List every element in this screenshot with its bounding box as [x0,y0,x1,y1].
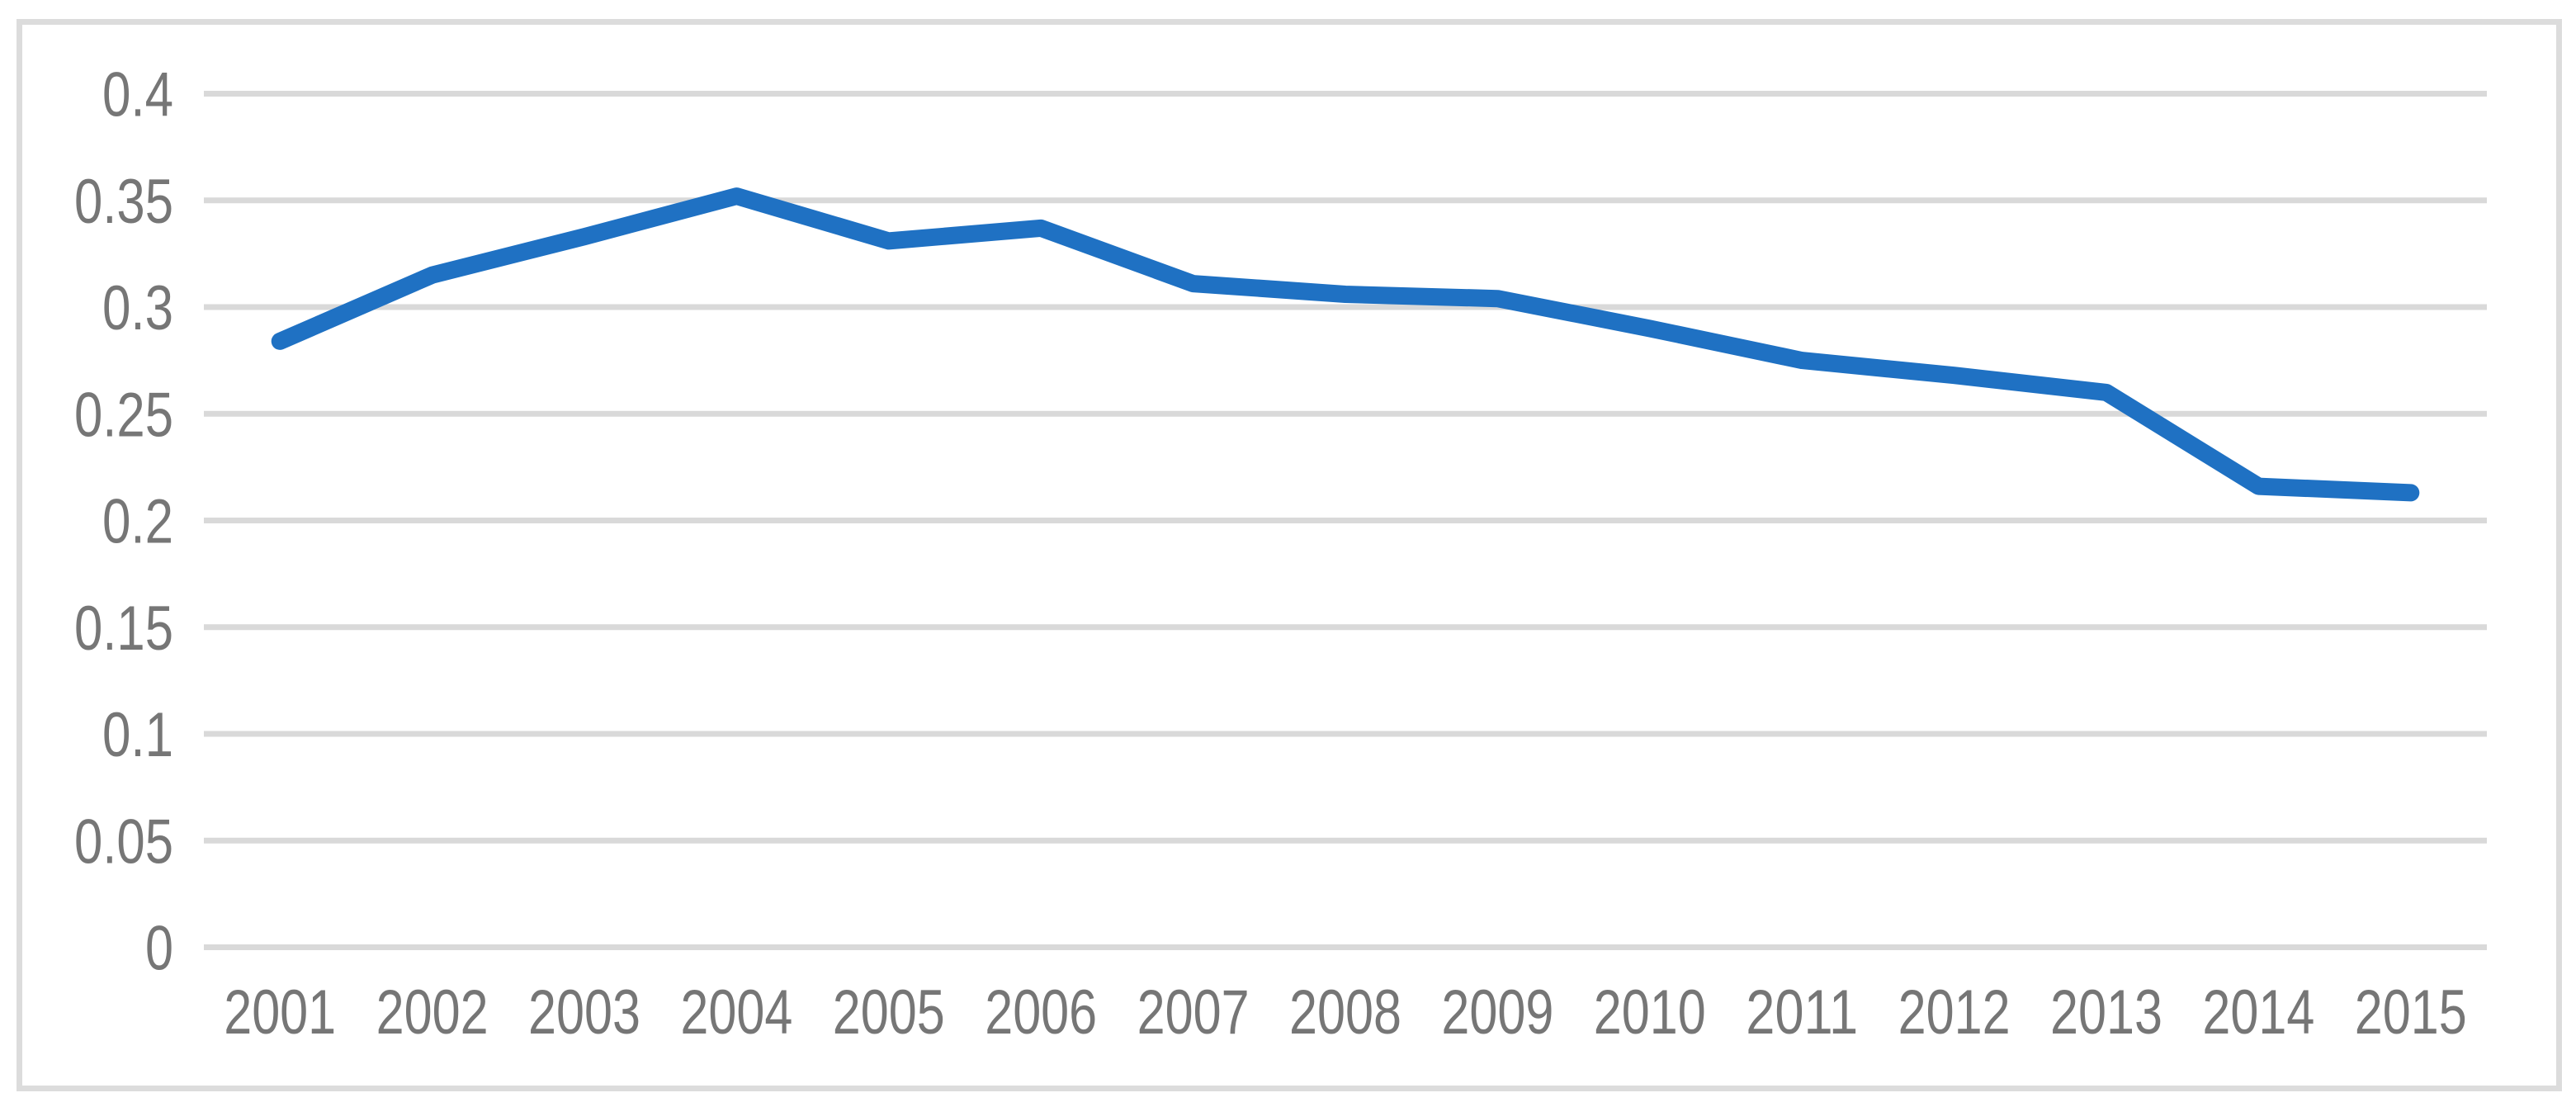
x-tick-label: 2014 [2202,977,2314,1048]
x-tick-label: 2012 [1898,977,2011,1048]
x-axis-labels: 2001 2002 2003 2004 2005 2006 2007 2008 2009 2010… [224,977,2467,1048]
x-tick-label: 2011 [1746,977,1858,1048]
x-tick-label: 2010 [1594,977,1706,1048]
x-tick-label: 2004 [680,977,792,1048]
y-tick-label: 0.05 [74,807,173,877]
x-tick-label: 2013 [2050,977,2162,1048]
x-tick-label: 2009 [1441,977,1553,1048]
x-tick-label: 2005 [833,977,945,1048]
y-tick-label: 0.25 [74,380,173,450]
x-tick-label: 2002 [376,977,489,1048]
x-tick-label: 2003 [528,977,640,1048]
gridlines-group [204,91,2487,950]
x-tick-label: 2007 [1137,977,1250,1048]
x-tick-label: 2008 [1289,977,1401,1048]
x-tick-label: 2001 [224,977,336,1048]
y-axis-labels: 0.4 0.35 0.3 0.25 0.2 0.15 0.1 0.05 0 [74,60,173,984]
y-tick-label: 0.35 [74,167,173,237]
y-tick-label: 0.15 [74,594,173,664]
y-tick-label: 0.3 [102,273,173,343]
y-tick-label: 0.1 [102,700,173,770]
chart-frame-border [17,19,2562,1091]
x-tick-label: 2015 [2355,977,2467,1048]
series-line [271,187,2420,502]
y-tick-label: 0.2 [102,487,173,557]
y-tick-label: 0.4 [102,60,173,130]
x-tick-label: 2006 [985,977,1097,1048]
y-tick-label: 0 [145,914,173,984]
